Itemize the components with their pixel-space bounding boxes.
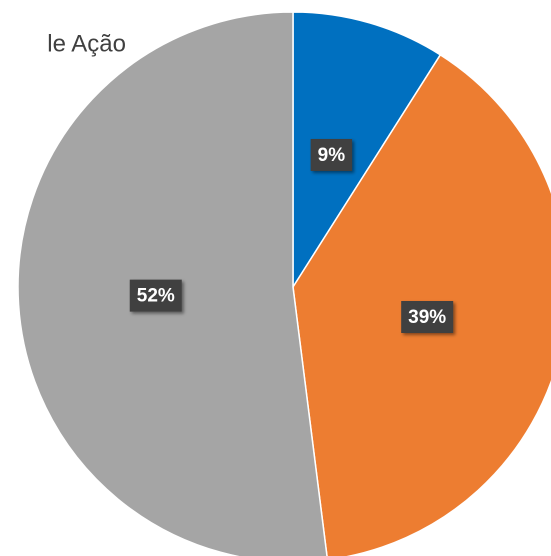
- data-labels: 9% 39% 52%: [129, 138, 454, 333]
- data-label: 9%: [310, 138, 353, 171]
- label-box: [310, 138, 353, 171]
- data-label: 39%: [401, 300, 454, 333]
- pie: [17, 11, 551, 556]
- label-box: [129, 279, 182, 312]
- label-box: [401, 300, 454, 333]
- chart-title: le Ação: [47, 30, 126, 57]
- pie-slice: [292, 11, 442, 290]
- data-label: 52%: [129, 279, 182, 312]
- label-text: 39%: [408, 307, 446, 328]
- label-text: 52%: [137, 286, 175, 307]
- label-text: 9%: [318, 145, 346, 166]
